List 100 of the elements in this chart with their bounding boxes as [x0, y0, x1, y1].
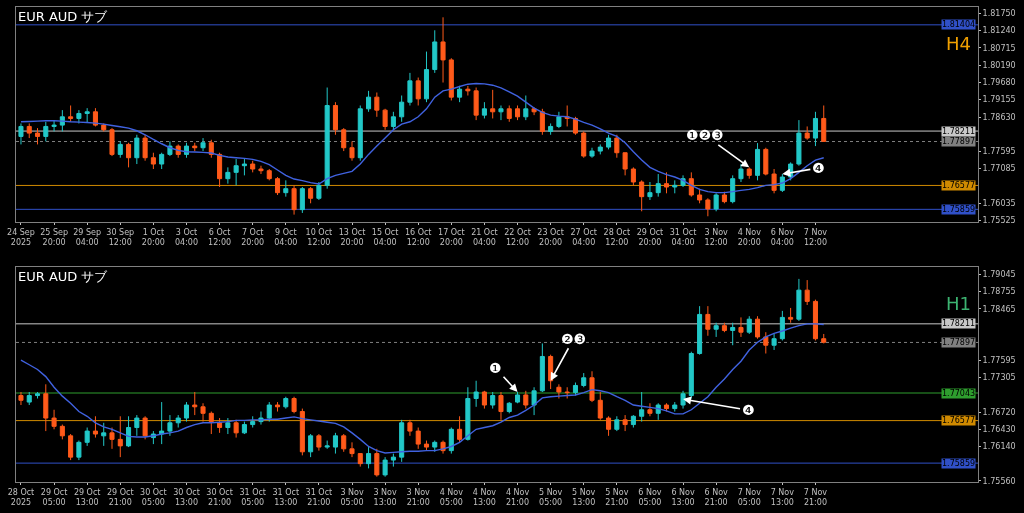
candlestick — [357, 104, 363, 162]
text: H4 — [946, 33, 971, 54]
x-tick-label: 4 Nov 13:00 — [472, 487, 497, 507]
candlestick — [597, 143, 603, 155]
candlestick — [721, 191, 727, 204]
candlestick — [473, 380, 479, 408]
candlestick — [771, 168, 777, 194]
candlestick — [283, 396, 289, 410]
x-tick-label: 10 Oct 12:00 — [305, 227, 333, 247]
x-tick-label: 30 Sep 12:00 — [106, 227, 135, 247]
candlestick — [630, 166, 636, 186]
y-tick-label: 1.79155 — [982, 95, 1016, 105]
candlestick — [241, 158, 247, 176]
candlestick — [308, 433, 314, 458]
candlestick — [572, 116, 578, 136]
candlestick — [382, 108, 388, 131]
candlestick — [680, 390, 686, 410]
candlestick — [523, 390, 529, 410]
candlestick — [548, 122, 554, 136]
candlestick — [415, 77, 421, 106]
candlestick — [705, 305, 711, 337]
candlestick — [415, 427, 421, 450]
y-tick-label: 1.78630 — [982, 112, 1016, 122]
candlestick — [26, 122, 32, 139]
chart-title: EUR AUD サブ — [18, 9, 109, 24]
candlestick — [299, 186, 305, 214]
candlestick — [481, 101, 487, 119]
candlestick — [672, 401, 678, 413]
candlestick — [721, 322, 727, 333]
candlestick — [51, 119, 57, 132]
candlestick — [324, 440, 330, 450]
candlestick — [233, 158, 239, 186]
candlestick — [208, 411, 214, 435]
candlestick — [423, 440, 430, 452]
candlestick — [349, 140, 355, 162]
y-tick-label: 1.76140 — [982, 442, 1016, 452]
x-tick-label: 6 Oct 12:00 — [208, 227, 232, 247]
x-tick-label: 7 Nov 05:00 — [737, 487, 762, 507]
y-tick-label: 1.77305 — [982, 373, 1016, 383]
candlestick — [713, 192, 719, 212]
candlestick — [639, 391, 645, 423]
x-tick-label: 3 Nov 13:00 — [373, 487, 397, 507]
candlestick — [150, 152, 156, 170]
candlestick — [539, 342, 545, 393]
x-tick-label: 7 Nov 21:00 — [803, 487, 828, 507]
candlestick — [531, 386, 537, 416]
candlestick — [274, 176, 281, 196]
candlestick — [779, 310, 785, 341]
candlestick — [92, 415, 98, 439]
ref-line-label: 1.76577 — [942, 181, 976, 190]
candlestick — [597, 391, 603, 421]
candlestick — [390, 111, 396, 131]
y-tick-label: 1.76430 — [982, 425, 1016, 435]
x-tick-label: 1 Oct 20:00 — [141, 227, 165, 247]
candlestick — [374, 448, 380, 478]
candlestick — [109, 127, 115, 157]
y-tick-label: 1.76035 — [982, 199, 1016, 209]
candlestick — [316, 433, 322, 452]
y-tick-label: 1.78465 — [982, 304, 1016, 314]
candlestick — [34, 127, 41, 145]
candlestick — [763, 147, 769, 176]
candlestick — [117, 140, 123, 159]
candlestick — [523, 95, 529, 121]
candlestick — [622, 152, 628, 176]
candlestick — [630, 414, 636, 429]
annotation: ❶❷❸ — [686, 127, 724, 143]
candlestick — [241, 421, 247, 435]
x-tick-label: 4 Nov 05:00 — [439, 487, 464, 507]
x-tick-label: 4 Nov 21:00 — [505, 487, 530, 507]
candlestick — [804, 125, 810, 141]
x-tick-label: 6 Nov 13:00 — [671, 487, 695, 507]
candlestick — [349, 441, 355, 458]
candlestick — [738, 316, 744, 338]
candlestick — [167, 414, 173, 437]
candlestick — [771, 333, 777, 351]
candlestick — [68, 104, 74, 123]
candlestick — [556, 111, 562, 129]
x-tick-label: 21 Oct 04:00 — [471, 227, 498, 247]
x-tick-label: 22 Oct 12:00 — [504, 227, 531, 247]
candlestick — [713, 322, 719, 338]
candlestick — [407, 419, 413, 437]
x-tick-label: 6 Nov 21:00 — [704, 487, 729, 507]
candlestick — [622, 414, 628, 432]
candlestick — [481, 390, 487, 410]
x-tick-label: 29 Sep 04:00 — [73, 227, 102, 247]
candlestick — [366, 446, 372, 469]
candlestick — [755, 142, 761, 181]
candlestick — [564, 386, 570, 400]
y-tick-label: 1.78755 — [982, 287, 1016, 297]
candlestick — [614, 134, 620, 159]
candlestick — [159, 152, 165, 170]
x-tick-label: 28 Oct 12:00 — [603, 227, 631, 247]
y-tick-label: 1.80715 — [982, 43, 1016, 53]
line-series — [20, 323, 825, 454]
candlestick — [730, 174, 736, 204]
x-tick-label: 7 Nov 12:00 — [803, 227, 828, 247]
candlestick — [266, 401, 272, 423]
candlestick — [126, 415, 132, 448]
x-tick-label: 29 Oct 21:00 — [107, 487, 134, 507]
candlestick — [779, 173, 785, 193]
